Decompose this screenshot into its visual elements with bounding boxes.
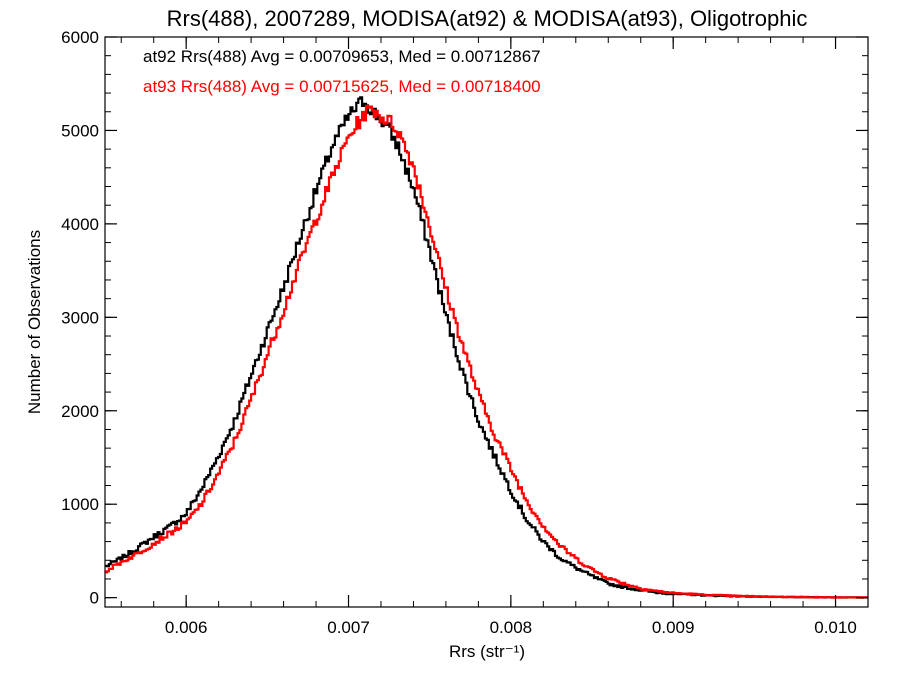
plot-area: 0.006 0.007 0.008 0.009 0.010 0 1000 2000 3000 4… [61,28,869,637]
series-line-at92 [105,96,868,599]
x-tick-label: 0.008 [490,618,533,637]
x-axis-ticks: 0.006 0.007 0.008 0.009 0.010 [120,37,869,637]
chart-title: Rrs(488), 2007289, MODISA(at92) & MODISA… [167,6,808,31]
series-line-at93 [105,104,868,599]
x-tick-label: 0.007 [327,618,370,637]
y-tick-label: 2000 [61,402,99,421]
y-tick-label: 5000 [61,121,99,140]
x-tick-label: 0.010 [814,618,857,637]
y-tick-label: 1000 [61,495,99,514]
y-tick-label: 3000 [61,308,99,327]
plot-frame [104,36,869,608]
series-layer [105,96,868,599]
y-axis-ticks: 0 1000 2000 3000 4000 5000 6000 [61,28,868,608]
x-axis-label: Rrs (str⁻¹) [449,642,525,661]
legend-entry-at92: at92 Rrs(488) Avg = 0.00709653, Med = 0.… [143,47,541,66]
y-axis-label: Number of Observations [25,230,44,414]
x-tick-label: 0.009 [652,618,695,637]
x-tick-label: 0.006 [165,618,208,637]
y-tick-label: 0 [90,589,99,608]
y-tick-label: 4000 [61,215,99,234]
legend-entry-at93: at93 Rrs(488) Avg = 0.00715625, Med = 0.… [143,77,541,96]
y-tick-label: 6000 [61,28,99,47]
